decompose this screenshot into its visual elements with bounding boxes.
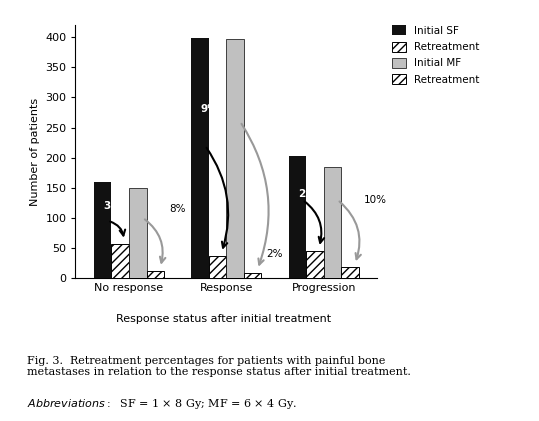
Text: Fig. 3.  Retreatment percentages for patients with painful bone
metastases in re: Fig. 3. Retreatment percentages for pati…	[27, 356, 411, 389]
Text: 9%: 9%	[201, 104, 218, 115]
Text: 22%: 22%	[298, 189, 323, 199]
Bar	[147, 271, 164, 278]
Text: 35%: 35%	[103, 201, 128, 210]
Text: Response status after initial treatment: Response status after initial treatment	[116, 314, 331, 324]
Bar	[341, 267, 359, 278]
Legend: Initial SF, Retreatment, Initial MF, Retreatment: Initial SF, Retreatment, Initial MF, Ret…	[391, 25, 480, 85]
Text: 2%: 2%	[266, 249, 283, 259]
Bar	[191, 38, 209, 278]
Bar	[244, 273, 261, 278]
Bar	[226, 39, 244, 278]
Bar	[209, 256, 226, 278]
Bar	[324, 167, 341, 278]
Text: 8%: 8%	[169, 204, 185, 214]
Y-axis label: Number of patients: Number of patients	[30, 98, 40, 205]
Bar	[289, 156, 306, 278]
Bar	[129, 188, 147, 278]
Text: 10%: 10%	[364, 195, 386, 205]
Text: $\it{Abbreviations:}$  SF = 1 × 8 Gy; MF = 6 × 4 Gy.: $\it{Abbreviations:}$ SF = 1 × 8 Gy; MF …	[27, 397, 297, 411]
Bar	[94, 181, 112, 278]
Bar	[306, 251, 324, 278]
Bar	[112, 244, 129, 278]
